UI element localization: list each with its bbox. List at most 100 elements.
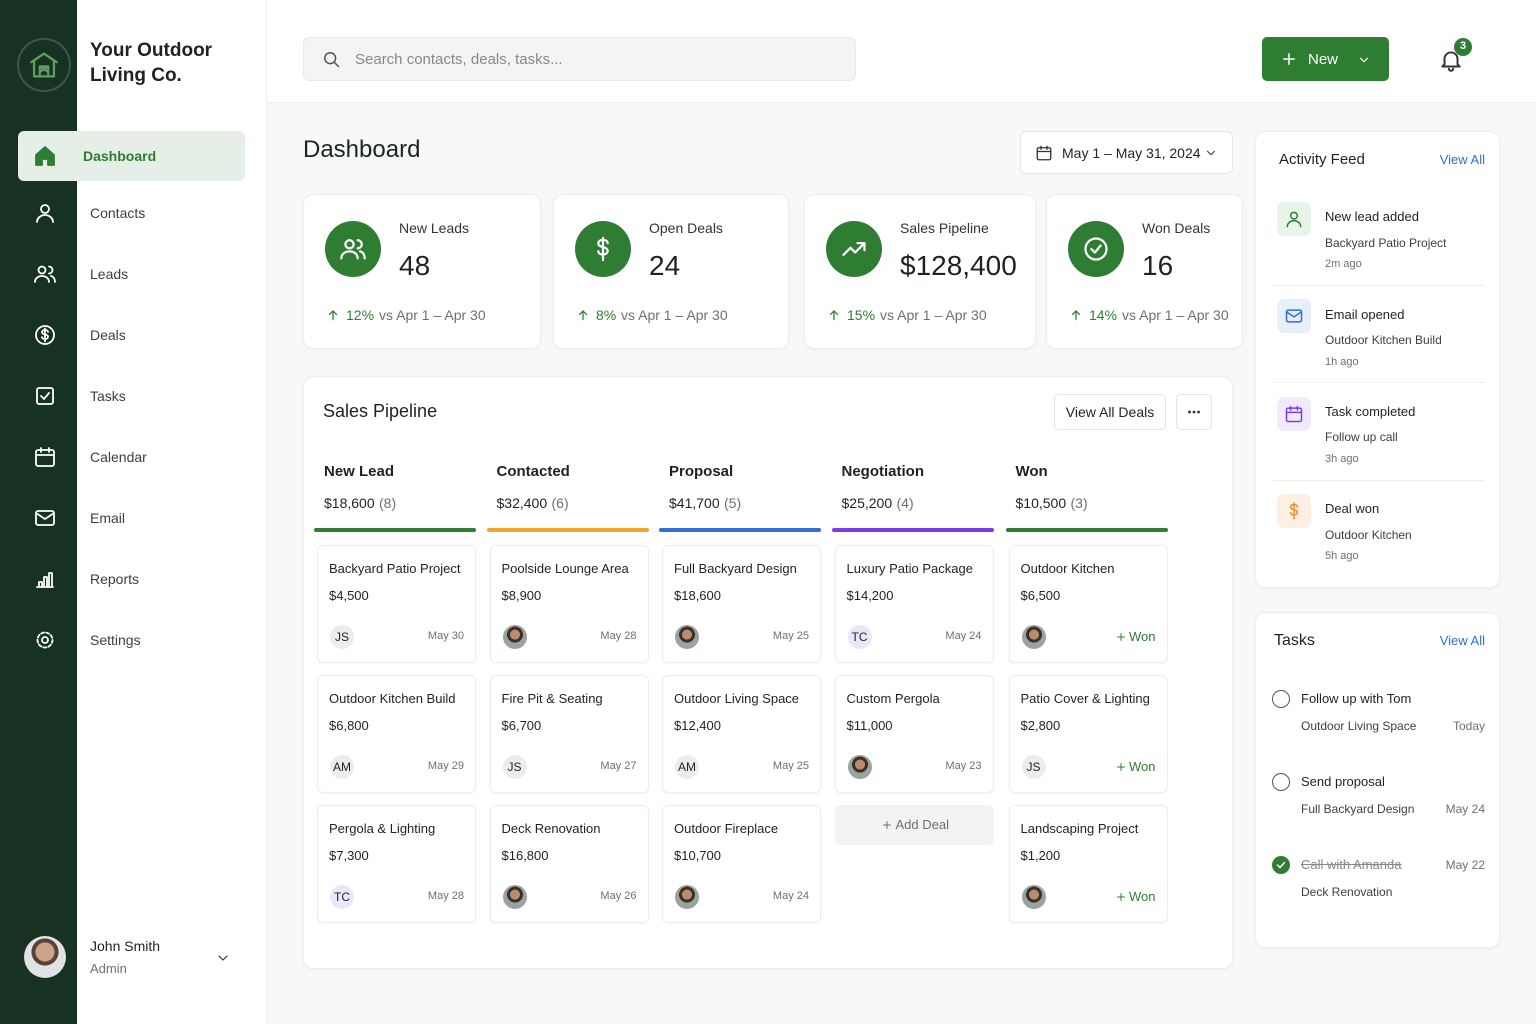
deal-date: May 26 — [600, 890, 637, 903]
task-due: May 22 — [1445, 857, 1485, 872]
column-total: $10,500 — [1015, 494, 1067, 511]
search-placeholder: Search contacts, deals, tasks... — [355, 51, 563, 68]
add-deal-label[interactable]: Add Deal — [895, 817, 949, 833]
stat-up — [1071, 310, 1081, 321]
task-subtitle: Deck Renovation — [1301, 884, 1393, 899]
user-menu — [218, 955, 228, 961]
deal-amount: $14,200 — [846, 588, 894, 604]
deal-title[interactable]: Outdoor Kitchen — [1020, 561, 1115, 577]
nav-item[interactable]: Email — [90, 509, 126, 526]
deal-title[interactable]: Backyard Patio Project — [329, 561, 461, 577]
task-subtitle: Full Backyard Design — [1301, 801, 1415, 816]
deal-title[interactable]: Full Backyard Design — [674, 561, 797, 577]
deal-title[interactable]: Patio Cover & Lighting — [1020, 691, 1150, 707]
tasks-view-all[interactable]: View All — [1439, 633, 1485, 649]
nav-icon-part — [41, 327, 49, 343]
logo-circle — [17, 38, 71, 92]
date-picker[interactable] — [1020, 131, 1233, 174]
deal-title[interactable]: Custom Pergola — [846, 691, 940, 707]
owner-photo — [675, 885, 699, 909]
activity-time: 5h ago — [1325, 550, 1359, 563]
activity-view-all[interactable]: View All — [1439, 152, 1485, 168]
activity-subtitle: Outdoor Kitchen — [1325, 527, 1412, 542]
deal-title[interactable]: Landscaping Project — [1020, 821, 1139, 837]
deal-amount: $1,200 — [1020, 848, 1061, 864]
deal-title[interactable]: Outdoor Fireplace — [674, 821, 779, 837]
page-title: Dashboard — [303, 135, 421, 163]
owner-initials: JS — [334, 629, 350, 644]
stat-icon-bg — [325, 221, 381, 277]
stat-up — [578, 310, 588, 321]
stat-up-part — [1071, 310, 1081, 321]
nav-icon-part — [40, 204, 50, 214]
nav-item[interactable]: Dashboard — [83, 147, 157, 164]
nav-item[interactable]: Leads — [90, 265, 129, 282]
view-all-deals[interactable] — [1054, 394, 1166, 430]
deal-title[interactable]: Poolside Lounge Area — [501, 561, 629, 577]
task-checkbox[interactable] — [1272, 690, 1290, 708]
nav-icon-part — [36, 214, 54, 223]
deal-title[interactable]: Luxury Patio Package — [846, 561, 973, 577]
task-title: Follow up with Tom — [1301, 691, 1412, 707]
nav-icon-part — [36, 631, 54, 649]
deal-amount: $4,500 — [329, 588, 369, 604]
column-count: (6) — [551, 494, 569, 511]
deal-amount: $18,600 — [674, 588, 721, 604]
date-icon-part — [1036, 145, 1052, 153]
new-chevron-part — [1359, 57, 1369, 63]
activity-time: 2m ago — [1325, 258, 1362, 271]
tasks-card — [1255, 612, 1500, 948]
activity-time: 1h ago — [1325, 355, 1359, 368]
nav-item[interactable]: Contacts — [90, 204, 146, 221]
owner-badge — [502, 755, 527, 779]
nav-item[interactable]: Calendar — [90, 448, 147, 465]
deal-title[interactable]: Pergola & Lighting — [329, 821, 436, 837]
nav-item[interactable]: Deals — [90, 326, 126, 343]
deal-date: May 24 — [772, 890, 809, 903]
deal-title[interactable]: Outdoor Living Space — [674, 691, 800, 707]
search-box[interactable] — [303, 37, 856, 81]
date-chevron-part — [1206, 150, 1216, 156]
status-plus-part — [1116, 893, 1125, 901]
activity-icon — [1285, 309, 1303, 323]
column-bar — [1005, 528, 1168, 532]
add-deal[interactable] — [834, 805, 994, 845]
deal-title[interactable]: Fire Pit & Seating — [501, 691, 603, 707]
owner-initials: AM — [678, 759, 696, 774]
activity-time: 3h ago — [1325, 453, 1359, 465]
more-button[interactable] — [1176, 394, 1212, 430]
owner-photo — [847, 755, 872, 779]
deal-date: May 30 — [427, 630, 464, 643]
activity-title: Deal won — [1325, 501, 1380, 517]
view-all-deals-label[interactable]: View All Deals — [1065, 403, 1155, 420]
deal-amount: $6,500 — [1020, 588, 1061, 604]
more-icon-part — [1192, 410, 1196, 414]
stat-up-part — [578, 310, 588, 321]
stat-icon-bg — [826, 221, 882, 277]
deal-title[interactable]: Deck Renovation — [501, 821, 601, 837]
nav-active[interactable] — [18, 131, 245, 181]
owner-photo — [502, 885, 527, 909]
deal-date: May 27 — [600, 760, 637, 773]
deal-title[interactable]: Outdoor Kitchen Build — [329, 691, 456, 707]
task-subtitle: Outdoor Living Space — [1301, 718, 1417, 733]
column-bar — [486, 528, 649, 532]
nav-item[interactable]: Reports — [90, 570, 140, 587]
task-check[interactable] — [1272, 856, 1290, 874]
nav-item[interactable]: Settings — [90, 631, 141, 648]
owner-badge — [675, 755, 699, 779]
activity-icon — [1285, 405, 1303, 422]
date-range[interactable]: May 1 – May 31, 2024 — [1062, 144, 1201, 161]
nav-icon — [35, 146, 55, 166]
stat-compare: vs Apr 1 – Apr 30 — [880, 306, 987, 323]
task-check-mark — [1276, 861, 1286, 869]
nav-item[interactable]: Tasks — [90, 387, 126, 404]
stat-value: 48 — [399, 250, 431, 282]
new-button-label[interactable]: New — [1308, 51, 1339, 68]
activity-title: Task completed — [1325, 403, 1416, 419]
column-count: (8) — [379, 494, 397, 511]
task-checkbox[interactable] — [1272, 773, 1290, 791]
stat-value: 24 — [649, 250, 681, 282]
column-bar — [659, 528, 821, 532]
add-deal-plus — [882, 821, 891, 829]
